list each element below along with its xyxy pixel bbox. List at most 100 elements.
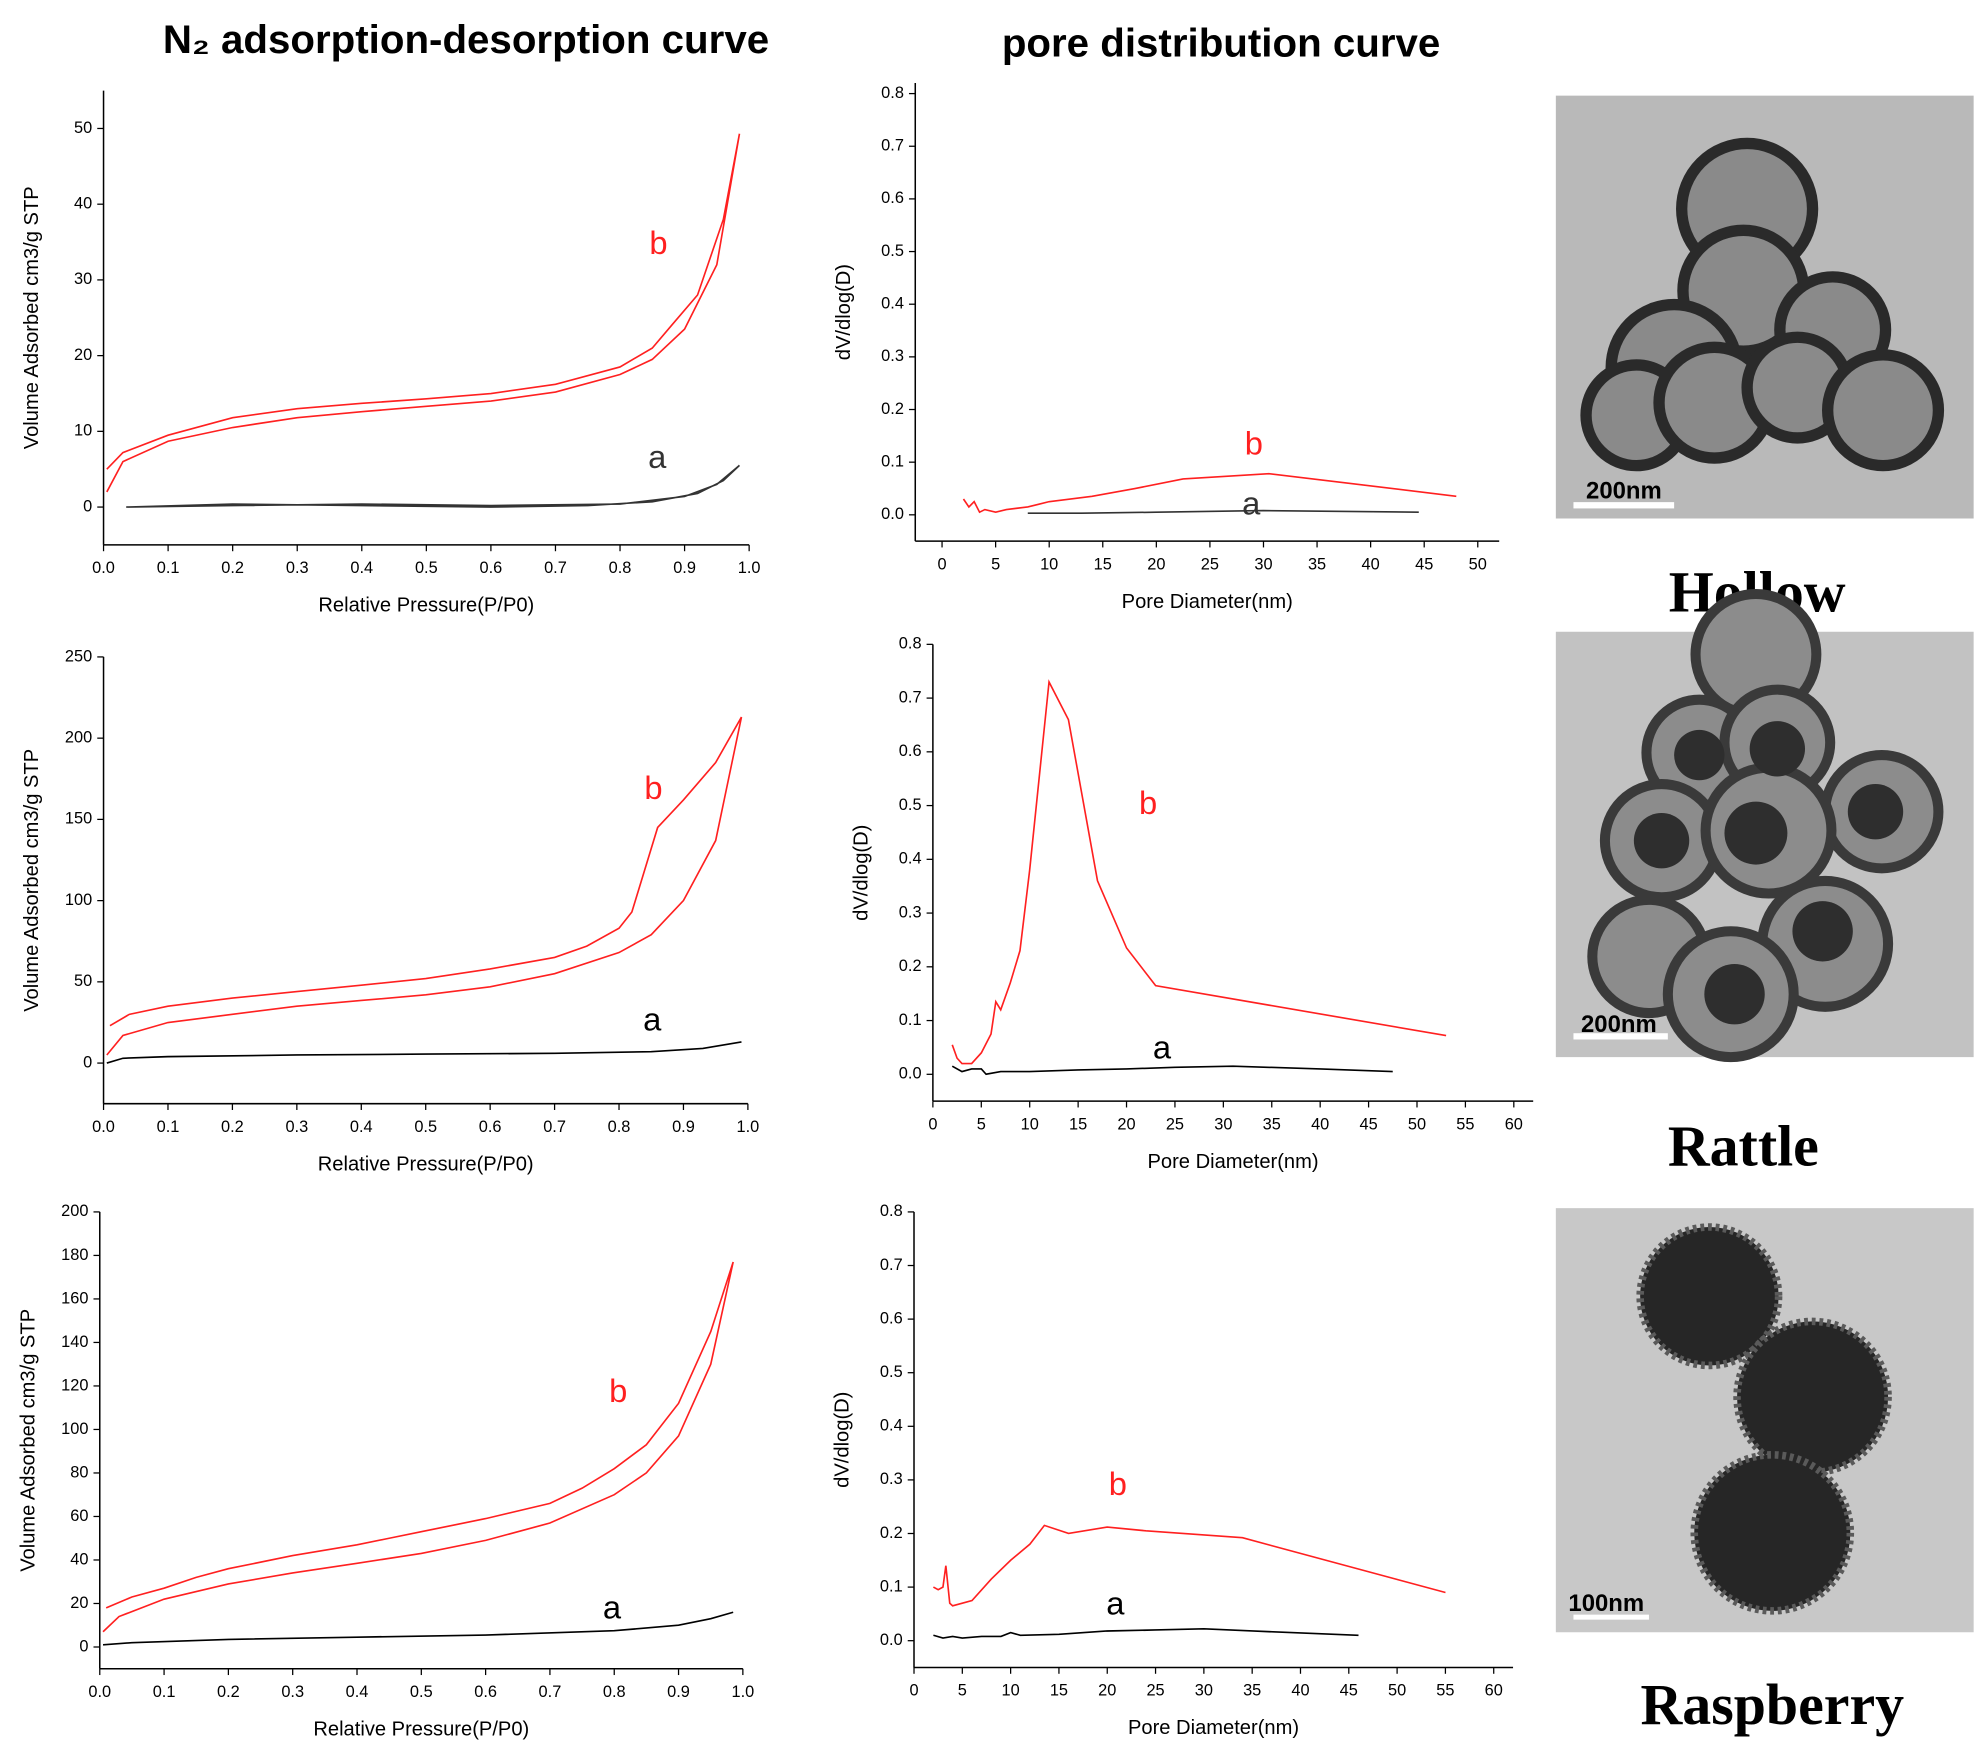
y-tick-label: 0.3 (899, 903, 922, 921)
series-label: b (609, 1372, 627, 1409)
y-tick-label: 0.5 (881, 242, 904, 260)
series-label: b (1245, 424, 1263, 461)
x-tick-label: 0.7 (543, 1118, 566, 1136)
y-tick-label: 0.4 (881, 295, 904, 313)
x-tick-label: 45 (1415, 555, 1433, 573)
y-tick-label: 40 (74, 195, 92, 213)
y-tick-label: 0.0 (880, 1631, 903, 1649)
x-tick-label: 0.4 (350, 559, 373, 577)
x-tick-label: 0.6 (474, 1683, 497, 1701)
scale-label: 200nm (1586, 477, 1662, 504)
y-tick-label: 30 (74, 270, 92, 288)
series-label: b (1109, 1465, 1127, 1502)
y-tick-label: 0.6 (881, 189, 904, 207)
x-axis-label: Pore Diameter(nm) (1128, 1717, 1299, 1739)
page: N₂ adsorption-desorption curve pore dist… (0, 0, 1974, 1743)
x-tick-label: 0 (928, 1115, 937, 1133)
x-tick-label: 0.9 (673, 559, 696, 577)
x-tick-label: 0.0 (88, 1683, 111, 1701)
x-tick-label: 1.0 (731, 1683, 754, 1701)
x-tick-label: 35 (1263, 1115, 1281, 1133)
y-tick-label: 0.6 (899, 742, 922, 760)
x-tick-label: 40 (1311, 1115, 1329, 1133)
y-axis-label: dV/dlog(D) (833, 264, 855, 360)
x-tick-label: 0.0 (92, 1118, 115, 1136)
x-tick-label: 25 (1146, 1682, 1164, 1700)
image-caption: Raspberry (1640, 1672, 1904, 1737)
y-tick-label: 80 (70, 1463, 88, 1481)
x-tick-label: 35 (1243, 1682, 1261, 1700)
x-axis-label: Relative Pressure(P/P0) (313, 1718, 529, 1740)
y-tick-label: 200 (65, 728, 92, 746)
x-tick-label: 0.6 (479, 1118, 502, 1136)
x-tick-label: 0.1 (157, 1118, 180, 1136)
x-tick-label: 55 (1456, 1115, 1474, 1133)
y-tick-label: 0.1 (899, 1011, 922, 1029)
x-tick-label: 0.5 (415, 559, 438, 577)
y-tick-label: 0.1 (880, 1577, 903, 1595)
y-tick-label: 0.4 (880, 1417, 903, 1435)
x-tick-label: 20 (1098, 1682, 1116, 1700)
x-tick-label: 0.1 (153, 1683, 176, 1701)
x-tick-label: 0.3 (285, 1118, 308, 1136)
y-tick-label: 20 (70, 1594, 88, 1612)
x-tick-label: 5 (991, 555, 1000, 573)
series-line (107, 1042, 742, 1063)
x-tick-label: 25 (1166, 1115, 1184, 1133)
y-tick-label: 0.0 (899, 1065, 922, 1083)
y-tick-label: 140 (61, 1333, 88, 1351)
y-tick-label: 0 (79, 1637, 88, 1655)
y-tick-label: 0.2 (880, 1524, 903, 1542)
y-tick-label: 160 (61, 1289, 88, 1307)
x-tick-label: 0 (909, 1682, 918, 1700)
x-tick-label: 10 (1040, 555, 1058, 573)
series-label: a (1242, 485, 1261, 522)
x-tick-label: 0 (937, 555, 946, 573)
x-axis-label: Relative Pressure(P/P0) (318, 1153, 534, 1175)
series-label: a (603, 1588, 622, 1625)
x-tick-label: 0.5 (414, 1118, 437, 1136)
y-tick-label: 0.2 (899, 957, 922, 975)
series-line (107, 134, 740, 492)
x-tick-label: 10 (1002, 1682, 1020, 1700)
x-tick-label: 0.8 (609, 559, 632, 577)
y-tick-label: 100 (65, 891, 92, 909)
header: pore distribution curve (1002, 21, 1440, 66)
series-line (103, 1262, 733, 1632)
series-line (952, 682, 1446, 1064)
series-line (963, 474, 1456, 513)
y-tick-label: 0.4 (899, 850, 922, 868)
y-tick-label: 200 (61, 1202, 88, 1220)
y-tick-label: 150 (65, 810, 92, 828)
x-tick-label: 0.4 (350, 1118, 373, 1136)
x-tick-label: 0.4 (346, 1683, 369, 1701)
x-tick-label: 40 (1291, 1682, 1309, 1700)
y-tick-label: 0.7 (881, 137, 904, 155)
x-tick-label: 0.6 (480, 559, 503, 577)
scale-label: 200nm (1581, 1011, 1657, 1038)
series-label: a (1153, 1028, 1172, 1065)
x-tick-label: 5 (977, 1115, 986, 1133)
y-tick-label: 40 (70, 1550, 88, 1568)
y-tick-label: 0.6 (880, 1309, 903, 1327)
y-axis-label: dV/dlog(D) (832, 1392, 854, 1488)
y-tick-label: 180 (61, 1246, 88, 1264)
x-tick-label: 50 (1408, 1115, 1426, 1133)
x-tick-label: 60 (1485, 1682, 1503, 1700)
x-tick-label: 60 (1505, 1115, 1523, 1133)
x-axis-label: Relative Pressure(P/P0) (318, 595, 534, 617)
x-tick-label: 10 (1021, 1115, 1039, 1133)
y-tick-label: 0.0 (881, 505, 904, 523)
x-tick-label: 0.1 (157, 559, 180, 577)
y-tick-label: 0.8 (881, 84, 904, 102)
header: N₂ adsorption-desorption curve (163, 17, 769, 62)
series-label: b (1139, 784, 1157, 821)
y-tick-label: 0 (83, 1053, 92, 1071)
x-tick-label: 0.7 (539, 1683, 562, 1701)
series-label: a (648, 438, 667, 475)
y-tick-label: 0.3 (880, 1470, 903, 1488)
x-tick-label: 15 (1050, 1682, 1068, 1700)
y-tick-label: 0.5 (899, 796, 922, 814)
x-tick-label: 45 (1359, 1115, 1377, 1133)
x-tick-label: 0.3 (286, 559, 309, 577)
